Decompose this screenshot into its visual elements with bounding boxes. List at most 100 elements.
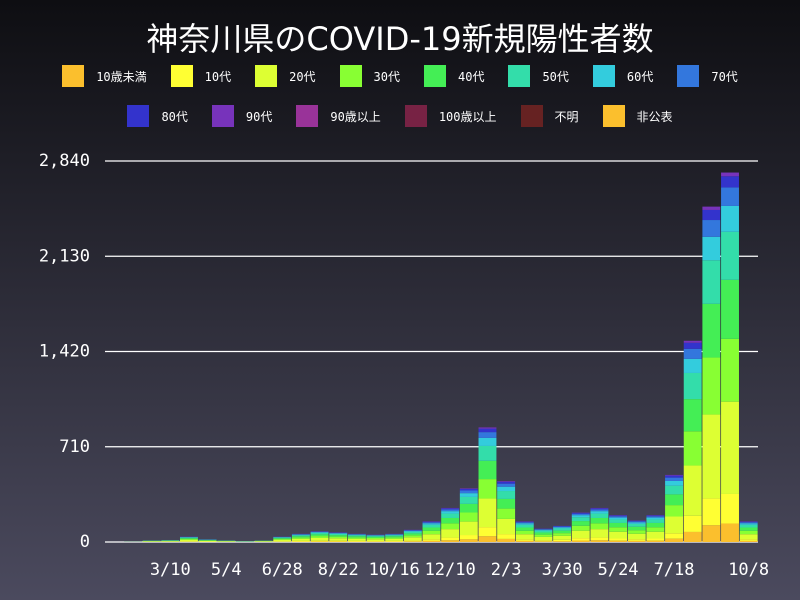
bar-segment [702, 260, 721, 304]
bar-segment [329, 540, 348, 542]
bar-segment [739, 524, 758, 528]
bar-segment [347, 536, 366, 538]
bar-segment [590, 537, 609, 541]
bar-segment [385, 538, 404, 541]
bar-segment [310, 537, 329, 541]
bar-segment [702, 303, 721, 358]
bar-segment [683, 431, 702, 466]
bar-segment [441, 537, 460, 541]
bar-segment [609, 515, 628, 517]
legend-item: 60代 [592, 64, 654, 88]
bar-segment [329, 532, 348, 534]
bar-segment [273, 538, 292, 540]
legend-item: 20代 [255, 64, 316, 88]
bar-segment [478, 460, 497, 480]
bar-segment [329, 533, 348, 534]
bar-segment [422, 540, 441, 542]
bar-segment [310, 534, 329, 537]
bar-segment [702, 498, 721, 526]
legend-item: 不明 [520, 104, 579, 128]
bar-segment [534, 534, 553, 537]
bar-segment [441, 523, 460, 530]
bar-segment [627, 533, 646, 540]
bar-segment [329, 538, 348, 541]
bar-segment [273, 537, 292, 539]
bar-segment [515, 523, 534, 525]
legend-swatch [602, 105, 625, 127]
bar-segment [609, 538, 628, 541]
bar-segment [441, 513, 460, 518]
bar-segment [515, 522, 534, 524]
legend-swatch [127, 105, 150, 127]
bar-segment [347, 537, 366, 539]
legend-label: 60代 [626, 69, 654, 84]
bar-segment [329, 536, 348, 539]
bar-segment [515, 539, 534, 541]
bar-segment [665, 474, 683, 476]
bar-segment [347, 538, 366, 541]
bar-segment [310, 540, 329, 542]
bar-segment [441, 517, 460, 524]
bar-segment [609, 516, 628, 518]
legend-item: 100歳以上 [404, 104, 497, 128]
bar-segment [702, 357, 721, 415]
legend-swatch [592, 65, 615, 87]
x-tick-label: 6/28 [262, 560, 303, 580]
bar-segment [721, 172, 739, 177]
bar-segment [422, 521, 441, 523]
bar-segment [459, 535, 478, 540]
bar-segment [571, 517, 590, 522]
legend-item: 40代 [424, 64, 484, 88]
legend-item: 80代 [127, 104, 188, 128]
bar-segment [590, 517, 609, 524]
bar-segment [683, 515, 702, 532]
bar-segment [534, 536, 553, 541]
bar-segment [441, 511, 460, 514]
legend-item: 10歳未満 [62, 64, 147, 88]
legend-item: 30代 [339, 64, 400, 88]
bar-segment [366, 536, 385, 538]
x-tick-label: 12/10 [425, 560, 476, 580]
bar-segment [739, 523, 758, 525]
bar-segment [291, 534, 310, 536]
legend-label: 20代 [289, 69, 316, 84]
bar-segment [534, 529, 553, 530]
bar-segment [627, 523, 646, 527]
bar-segment [478, 479, 497, 499]
bar-segment [329, 541, 348, 542]
legend-label: 90歳以上 [330, 109, 381, 124]
legend-label: 70代 [711, 69, 738, 84]
bar-segment [515, 521, 534, 523]
bar-segment [646, 515, 665, 517]
bar-segment [515, 530, 534, 535]
bar-segment [721, 338, 739, 402]
bar-segment [273, 539, 292, 542]
bar-segment [515, 534, 534, 540]
bar-segment [590, 511, 609, 514]
bar-segment [665, 538, 683, 542]
legend-item: 50代 [508, 64, 569, 88]
bar-segment [515, 540, 534, 542]
bar-segment [385, 535, 404, 537]
bar-segment [497, 491, 516, 499]
y-tick-label: 1,420 [39, 342, 90, 362]
bar-segment [310, 533, 329, 535]
bar-segment [590, 509, 609, 512]
bar-segment [609, 540, 628, 542]
legend-swatch [339, 65, 362, 87]
x-tick-label: 8/22 [318, 560, 359, 580]
bar-segment [665, 494, 683, 506]
legend-item: 90代 [211, 104, 272, 128]
bar-segment [291, 535, 310, 537]
bar-segment [683, 342, 702, 349]
bar-segment [683, 348, 702, 359]
x-tick-label: 3/10 [150, 560, 191, 580]
bar-segment [702, 414, 721, 499]
bar-segment [665, 475, 683, 478]
bar-segment [161, 541, 180, 542]
x-tick-label: 3/30 [542, 560, 583, 580]
bar-segment [683, 358, 702, 373]
bar-segment [571, 512, 590, 514]
bar-segment [553, 526, 572, 527]
